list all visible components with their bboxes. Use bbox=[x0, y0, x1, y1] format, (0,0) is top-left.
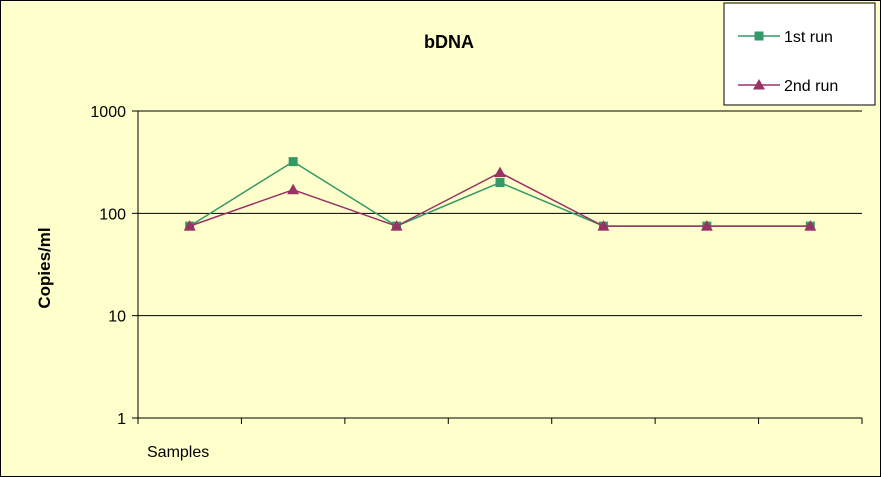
y-tick-label-10: 10 bbox=[108, 309, 126, 326]
series-2-point-7 bbox=[804, 220, 817, 231]
chart-title: bDNA bbox=[424, 32, 474, 52]
series-1-point-2 bbox=[288, 157, 298, 167]
legend-marker-1 bbox=[754, 31, 764, 41]
legend-box bbox=[723, 2, 876, 106]
series-2-point-6 bbox=[700, 220, 713, 231]
y-tick-label-1: 1 bbox=[117, 411, 126, 428]
legend-label-1: 1st run bbox=[784, 29, 833, 46]
legend: 1st run 2nd run bbox=[723, 2, 876, 106]
series-2-point-4 bbox=[494, 166, 506, 178]
y-axis-label: Copies/ml bbox=[35, 227, 54, 308]
series-2-point-3 bbox=[390, 220, 403, 231]
y-tick-label-1000: 1000 bbox=[90, 104, 126, 121]
x-axis-label: Samples bbox=[147, 444, 209, 461]
series-2-point-1 bbox=[183, 220, 196, 231]
legend-label-2: 2nd run bbox=[784, 78, 838, 95]
series-1-point-4 bbox=[495, 178, 505, 188]
plot-area: 1 10 100 1000 bbox=[90, 104, 863, 428]
series-2-point-2 bbox=[287, 183, 300, 195]
series-2-point-5 bbox=[597, 220, 610, 231]
y-tick-label-100: 100 bbox=[99, 206, 126, 223]
legend-marker-2 bbox=[753, 79, 765, 90]
